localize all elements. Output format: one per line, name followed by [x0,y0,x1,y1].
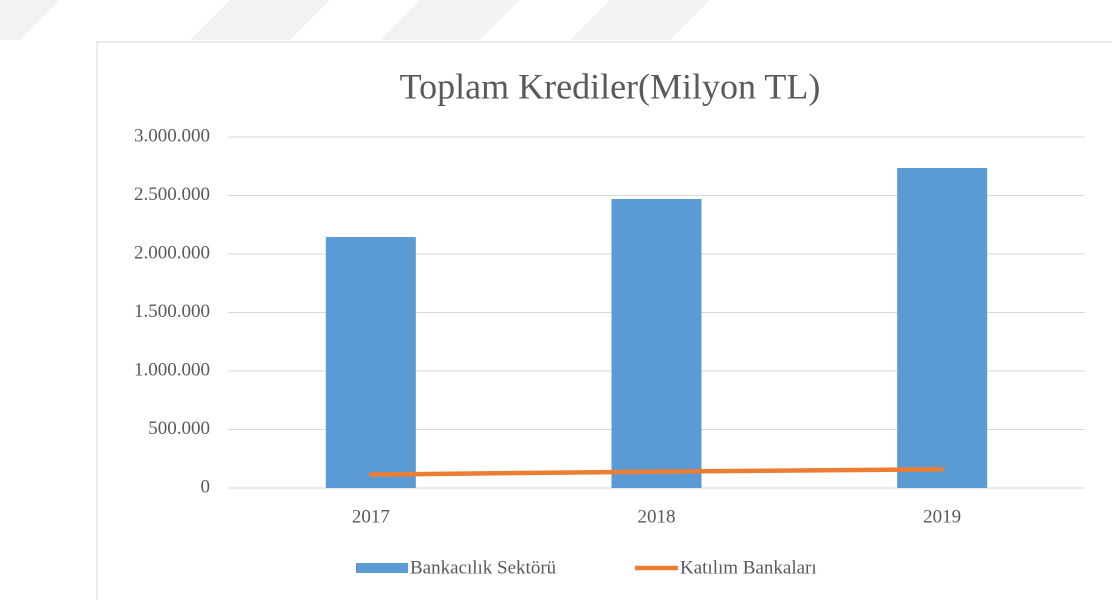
legend-label: Katılım Bankaları [680,557,817,578]
chart-title: Toplam Krediler(Milyon TL) [400,66,821,106]
x-tick-label: 2019 [923,506,961,527]
y-tick-label: 1.500.000 [134,301,210,322]
legend-swatch [356,563,408,573]
watermark [0,0,710,40]
bar [897,168,988,488]
bar [325,237,416,488]
line [368,467,945,477]
y-tick-label: 0 [201,476,211,497]
y-tick-label: 1.000.000 [134,359,210,380]
y-tick-label: 500.000 [148,418,210,439]
y-tick-label: 3.000.000 [134,125,210,146]
bar [611,199,702,488]
x-tick-label: 2018 [638,506,676,527]
y-tick-label: 2.000.000 [134,242,210,263]
x-tick-label: 2017 [352,506,390,527]
y-tick-label: 2.500.000 [134,184,210,205]
legend-label: Bankacılık Sektörü [410,557,557,578]
